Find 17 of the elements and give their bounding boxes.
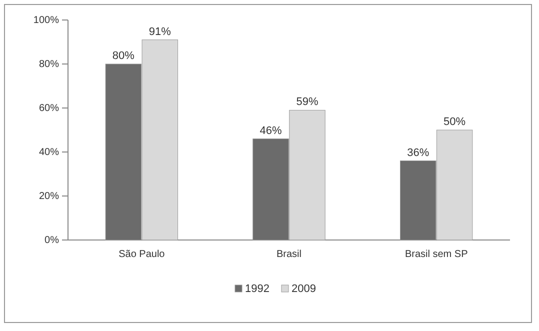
x-tick-label: Brasil sem SP (404, 249, 468, 260)
x-tick-label: São Paulo (118, 249, 166, 260)
data-label: 36% (407, 146, 430, 159)
y-tick-label: 80% (38, 59, 60, 70)
y-tick-label: 20% (38, 191, 60, 202)
data-label: 59% (296, 96, 318, 108)
x-tick-label: Brasil (276, 249, 302, 260)
y-tick-label: 60% (38, 103, 60, 114)
y-tick-label: 40% (38, 147, 60, 158)
data-label: 91% (148, 26, 172, 38)
legend-label: 1992 (245, 283, 270, 295)
data-label: 46% (260, 124, 282, 137)
y-tick-label: 0% (44, 235, 60, 246)
data-label: 80% (112, 50, 135, 62)
y-tick-label: 100% (33, 15, 60, 26)
data-label: 50% (444, 116, 466, 128)
legend-label: 2009 (291, 283, 316, 295)
